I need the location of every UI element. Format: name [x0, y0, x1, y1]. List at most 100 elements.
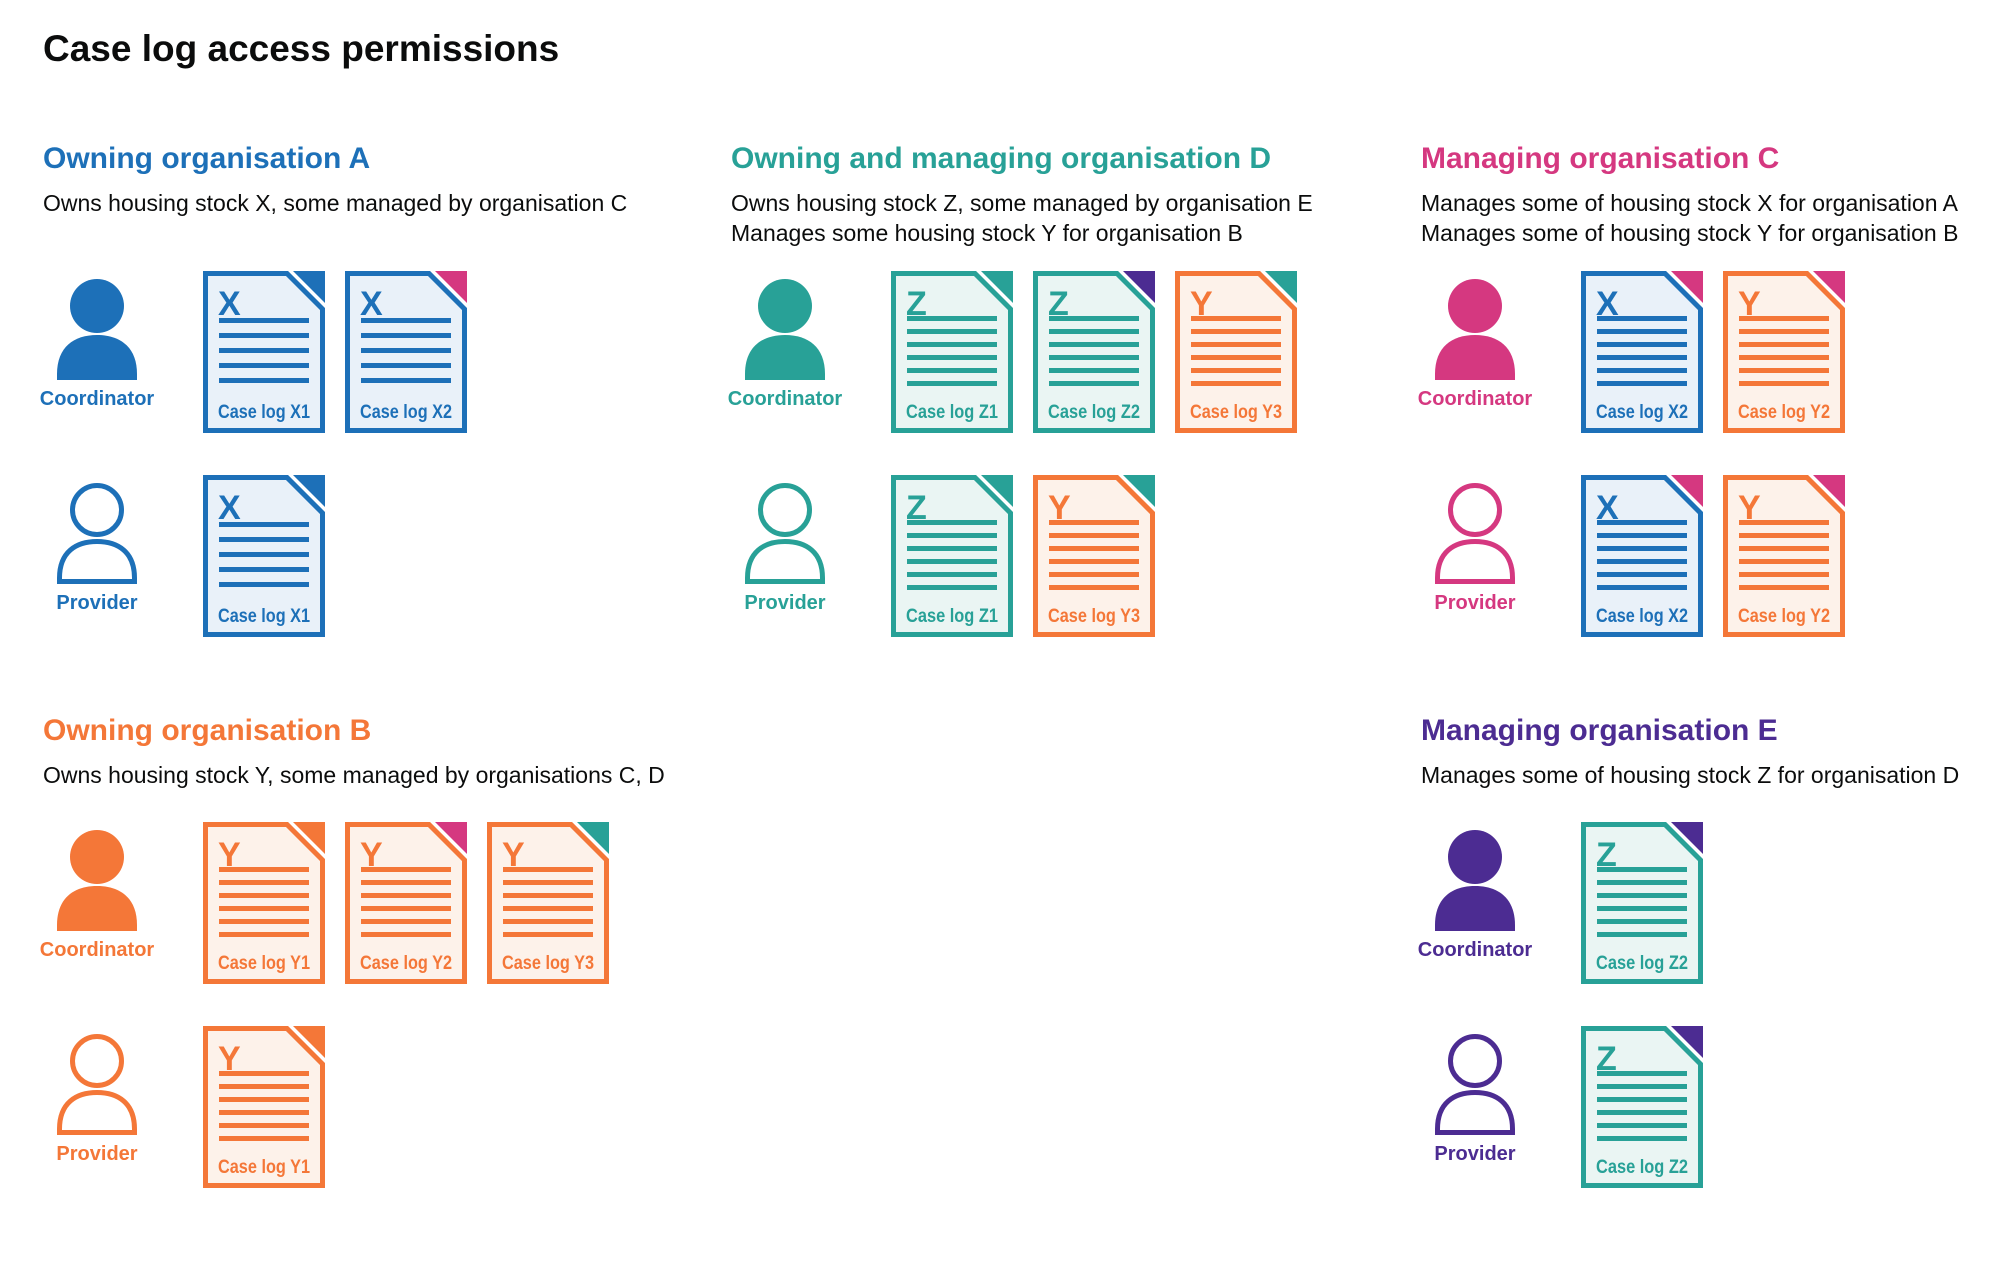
doc-text-line [361, 333, 451, 338]
doc-text-line [1191, 355, 1281, 360]
doc-page [891, 271, 1013, 433]
doc-label: Case log Y2 [1738, 402, 1830, 423]
actor-label: Coordinator [727, 388, 843, 410]
case-log-doc-icon: Y Case log Y2 [345, 822, 467, 984]
person-icon [745, 279, 825, 380]
case-log-doc: Y Case log Y2 [345, 822, 467, 984]
doc-text-line [907, 572, 997, 577]
doc-text-line [219, 318, 309, 323]
case-log-doc-icon: Z Case log Z1 [891, 475, 1013, 637]
actor-label: Coordinator [1417, 939, 1533, 961]
doc-text-line [907, 316, 997, 321]
doc-text-line [907, 329, 997, 334]
section-heading: Managing organisation C [1421, 142, 1780, 175]
doc-text-line [219, 1071, 309, 1076]
doc-text-line [1191, 368, 1281, 373]
doc-text-line [1597, 1084, 1687, 1089]
doc-fold-corner [293, 822, 325, 854]
doc-stock-letter: Z [1596, 836, 1617, 874]
case-log-doc-icon: X Case log X1 [203, 271, 325, 433]
doc-page [203, 1026, 325, 1188]
page-title: Case log access permissions [43, 28, 560, 69]
case-log-docs: X Case log X2 Y Case log Y2 [1581, 475, 1845, 637]
doc-text-line [1597, 342, 1687, 347]
doc-text-line [503, 906, 593, 911]
doc-page [1581, 475, 1703, 637]
actor-label: Provider [744, 592, 826, 614]
provider-row: Provider Z Case log Z2 [1421, 1026, 2000, 1188]
case-log-doc-icon: Y Case log Y3 [1175, 271, 1297, 433]
actor-label: Provider [56, 592, 138, 614]
doc-text-line [219, 880, 309, 885]
doc-text-line [1739, 546, 1829, 551]
doc-text-line [1597, 1097, 1687, 1102]
doc-page [1723, 271, 1845, 433]
case-log-doc: X Case log X1 [203, 271, 325, 433]
doc-fold-corner [577, 822, 609, 854]
doc-label: Case log Y2 [360, 953, 452, 974]
doc-text-line [361, 348, 451, 353]
case-log-doc-icon: Y Case log Y2 [1723, 475, 1845, 637]
case-log-doc: X Case log X2 [1581, 271, 1703, 433]
doc-label: Case log X2 [360, 402, 452, 423]
doc-text-line [1597, 906, 1687, 911]
doc-text-line [1597, 1071, 1687, 1076]
doc-stock-letter: X [1596, 285, 1619, 323]
doc-text-line [361, 378, 451, 383]
doc-text-line [361, 932, 451, 937]
doc-text-line [503, 919, 593, 924]
doc-text-line [1049, 381, 1139, 386]
case-log-docs: X Case log X2 Y Case log Y2 [1581, 271, 1845, 433]
case-log-doc: Y Case log Y1 [203, 1026, 325, 1188]
doc-text-line [1597, 1123, 1687, 1128]
doc-text-line [219, 1110, 309, 1115]
doc-page [1581, 822, 1703, 984]
doc-stock-letter: Z [906, 489, 927, 527]
doc-text-line [907, 368, 997, 373]
doc-text-line [907, 342, 997, 347]
section-rows: Coordinator X Case log X1 X Case log X2 Provi… [39, 271, 703, 637]
case-log-doc: Z Case log Z2 [1581, 1026, 1703, 1188]
coordinator-figure: Coordinator [1418, 271, 1532, 411]
case-log-doc: Y Case log Y3 [1033, 475, 1155, 637]
doc-text-line [907, 381, 997, 386]
doc-text-line [1597, 1110, 1687, 1115]
doc-text-line [1739, 559, 1829, 564]
description-line: Owns housing stock X, some managed by or… [43, 190, 628, 216]
doc-page [891, 475, 1013, 637]
doc-label: Case log Y1 [218, 953, 310, 974]
doc-stock-letter: Y [360, 836, 383, 874]
doc-text-line [1049, 520, 1139, 525]
case-log-docs: Z Case log Z1 Z Case log Z2 Y Case log Y3 [891, 271, 1297, 433]
doc-page [487, 822, 609, 984]
doc-text-line [1597, 880, 1687, 885]
description-line: Manages some of housing stock Y for orga… [1421, 220, 1959, 246]
doc-text-line [1191, 381, 1281, 386]
doc-text-line [1049, 368, 1139, 373]
case-log-doc: Z Case log Z1 [891, 271, 1013, 433]
section-description: Owns housing stock Y, some managed by or… [43, 760, 703, 822]
case-log-docs: Z Case log Z2 [1581, 822, 1703, 984]
doc-text-line [219, 1136, 309, 1141]
doc-text-line [907, 355, 997, 360]
doc-text-line [219, 333, 309, 338]
provider-figure: Provider [731, 475, 839, 615]
provider-row: Provider X Case log X1 [43, 475, 703, 637]
doc-text-line [361, 318, 451, 323]
doc-text-line [907, 546, 997, 551]
doc-text-line [1597, 368, 1687, 373]
doc-text-line [907, 533, 997, 538]
doc-text-line [503, 880, 593, 885]
doc-text-line [219, 378, 309, 383]
doc-text-line [361, 893, 451, 898]
doc-label: Case log X2 [1596, 606, 1688, 627]
case-log-doc: Z Case log Z2 [1581, 822, 1703, 984]
doc-fold-corner [435, 822, 467, 854]
actor-label: Coordinator [39, 388, 155, 410]
person-icon [1435, 279, 1515, 380]
case-log-docs: Z Case log Z1 Y Case log Y3 [891, 475, 1155, 637]
section-owning-organisation-b: Owning organisation B Owns housing stock… [40, 712, 703, 1230]
section-description: Manages some of housing stock Z for orga… [1421, 760, 2000, 822]
doc-stock-letter: Z [1048, 285, 1069, 323]
case-log-docs: X Case log X1 [203, 475, 325, 637]
